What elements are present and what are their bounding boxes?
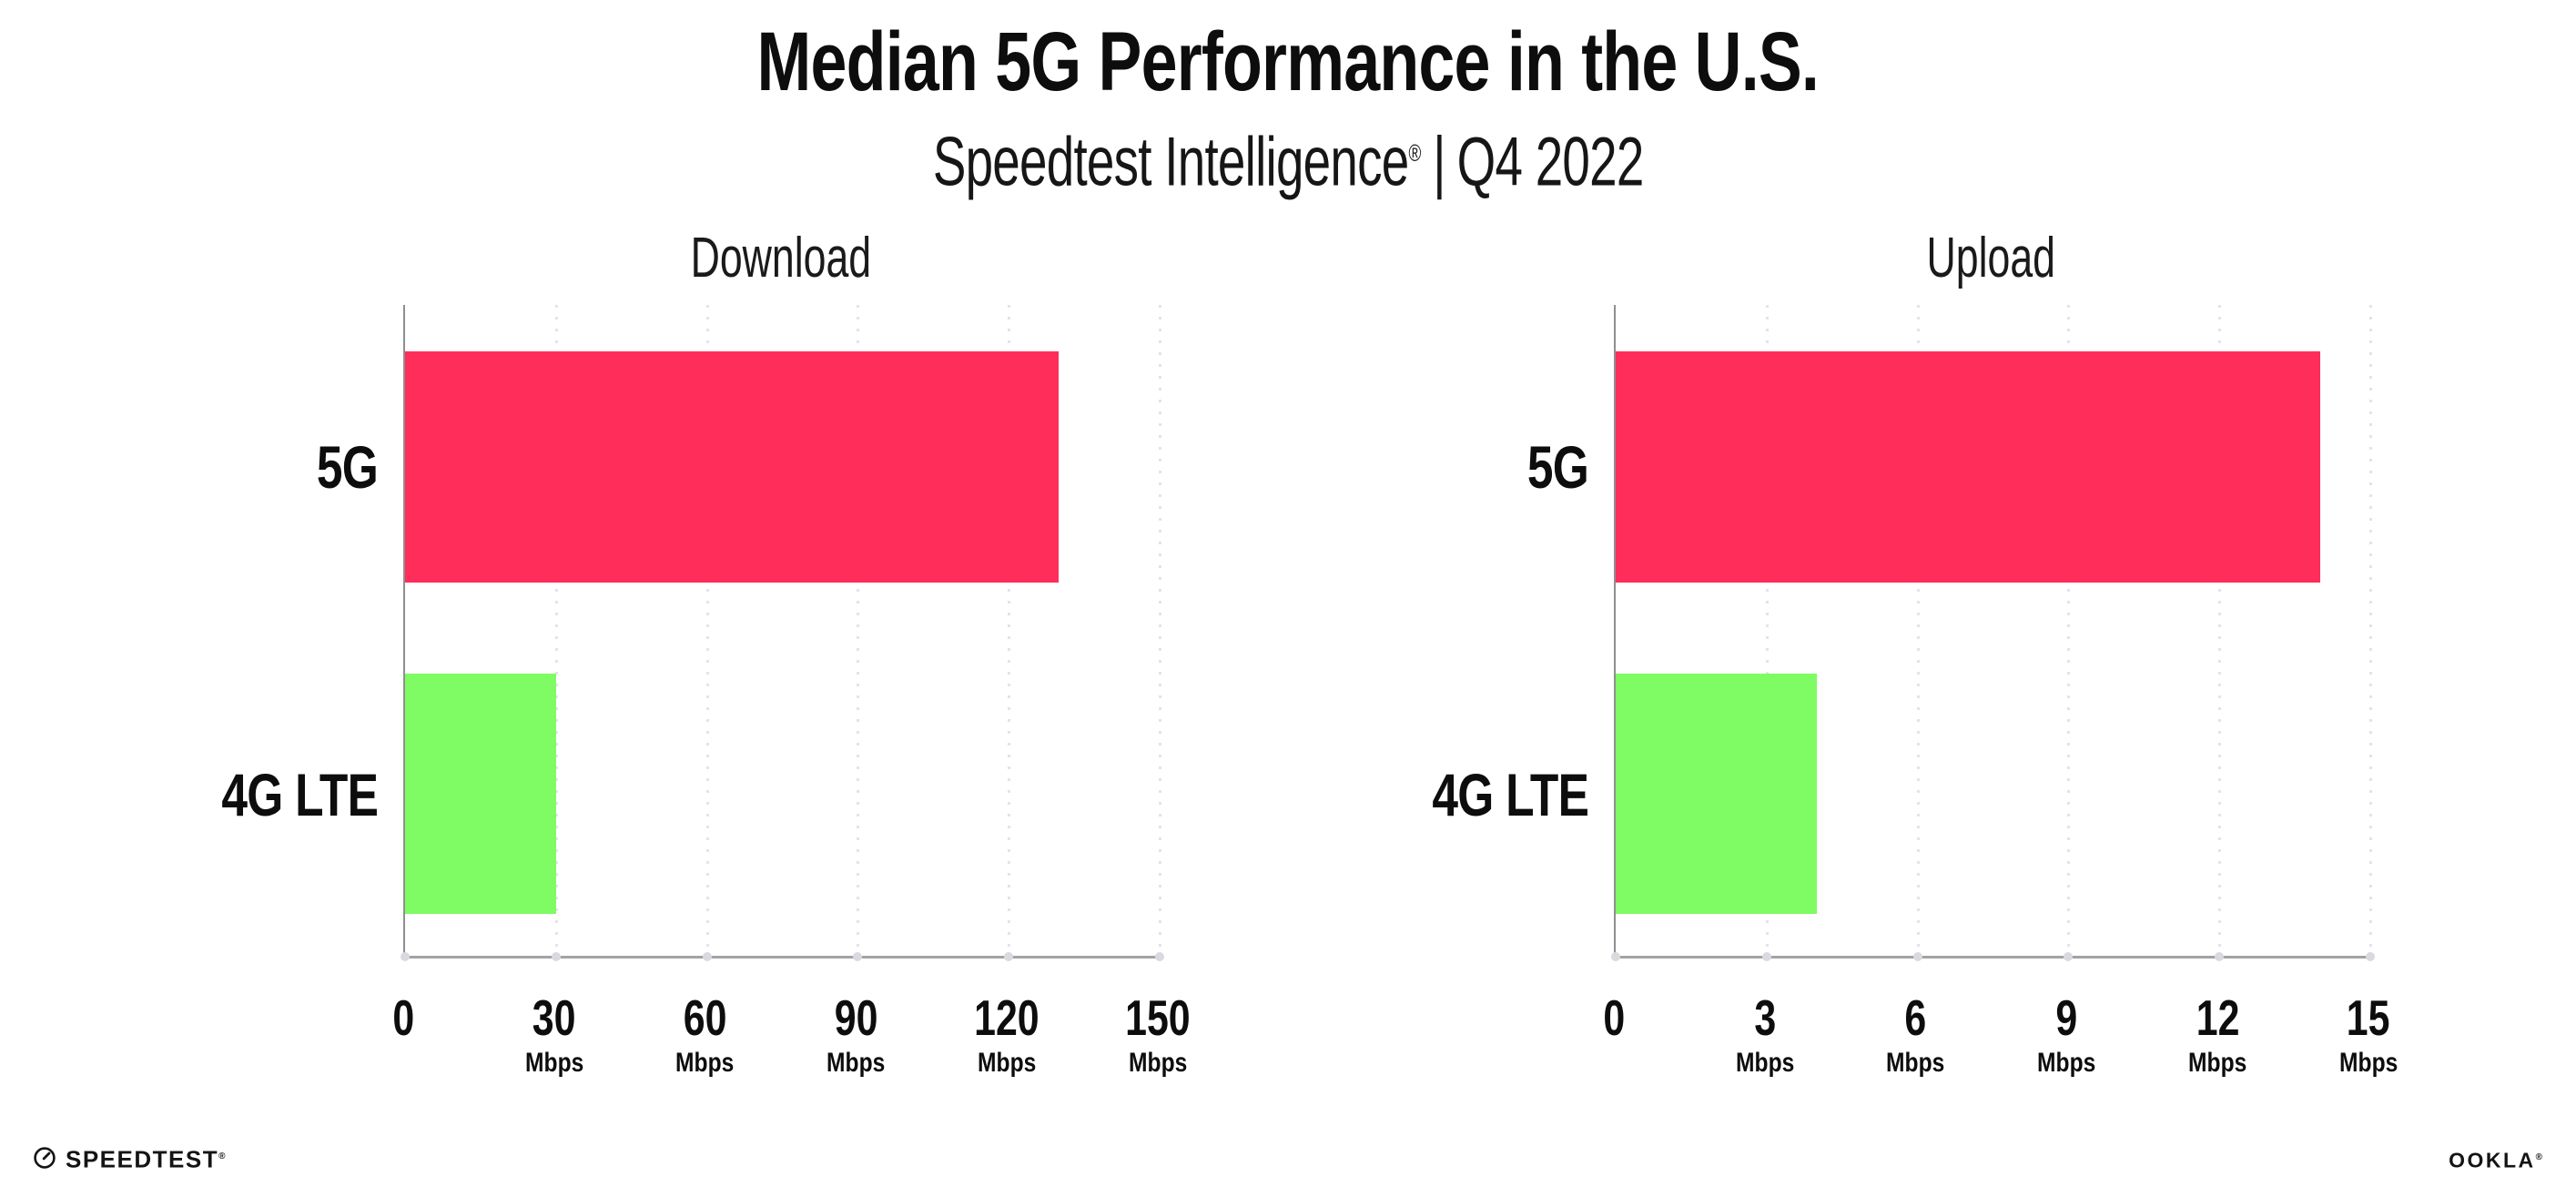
subtitle-brand: Speedtest Intelligence <box>932 123 1409 201</box>
x-tick-60: 60 Mbps <box>637 992 774 1078</box>
x-tick-label: 150 <box>1125 989 1191 1046</box>
chart-download: Download 5G 4G LTE 0 30 Mbps 60 Mbps 90 Mbps 120… <box>127 223 1191 1097</box>
x-gridline-30 <box>554 305 558 956</box>
bar-5g <box>1616 350 2320 583</box>
x-gridline-15 <box>2369 305 2372 956</box>
subtitle-period: Q4 2022 <box>1456 123 1644 201</box>
page-title: Median 5G Performance in the U.S. <box>0 13 2576 111</box>
x-tick-label: 30 <box>532 989 576 1046</box>
x-tick-unit: Mbps <box>675 1048 735 1078</box>
x-tick-15: 15 Mbps <box>2300 992 2437 1078</box>
page-subtitle: Speedtest Intelligence® | Q4 2022 <box>0 113 2576 202</box>
category-label-4g-lte: 4G LTE <box>1432 761 1588 828</box>
x-tick-unit: Mbps <box>2188 1048 2247 1078</box>
x-tick-label: 15 <box>2347 989 2390 1046</box>
x-axis-tick-dot <box>2366 952 2375 961</box>
category-label-5g: 5G <box>316 433 379 501</box>
x-axis-tick-dot <box>2215 952 2225 961</box>
x-tick-150: 150 Mbps <box>1090 992 1226 1078</box>
ookla-logo: OOKLA® <box>2449 1146 2542 1172</box>
x-tick-90: 90 Mbps <box>787 992 924 1078</box>
bar-4g-lte <box>1616 673 1818 915</box>
x-gridline-3 <box>1765 305 1769 956</box>
ookla-wordmark: OOKLA <box>2449 1148 2536 1172</box>
x-gridline-9 <box>2067 305 2071 956</box>
header: Median 5G Performance in the U.S. Speedt… <box>0 13 2576 202</box>
x-tick-120: 120 Mbps <box>938 992 1075 1078</box>
x-axis-tick-dot <box>1004 952 1014 961</box>
x-axis-tick-dot <box>401 952 410 961</box>
x-tick-9: 9 Mbps <box>1998 992 2135 1078</box>
x-tick-label: 9 <box>2055 989 2078 1046</box>
x-tick-unit: Mbps <box>1735 1048 1794 1078</box>
x-gridline-120 <box>1008 305 1011 956</box>
registered-mark-icon: ® <box>2535 1151 2542 1162</box>
speedtest-wordmark: SPEEDTEST <box>66 1145 219 1173</box>
category-axis: 5G 4G LTE <box>127 223 378 1097</box>
bar-4g-lte <box>405 673 556 915</box>
x-axis-ticks: 0 3 Mbps 6 Mbps 9 Mbps 12 Mbps 15 Mbps <box>1338 992 2398 1097</box>
x-tick-3: 3 Mbps <box>1697 992 1833 1078</box>
x-tick-unit: Mbps <box>1886 1048 1945 1078</box>
chart-title-text: Download <box>690 227 871 289</box>
page-subtitle-text: Speedtest Intelligence® | Q4 2022 <box>933 113 1644 202</box>
x-tick-label: 120 <box>974 989 1040 1046</box>
x-axis-tick-dot <box>1611 952 1620 961</box>
category-label-4g-lte: 4G LTE <box>221 761 378 828</box>
category-axis: 5G 4G LTE <box>1338 223 1588 1097</box>
x-axis-ticks: 0 30 Mbps 60 Mbps 90 Mbps 120 Mbps 150 Mbps <box>127 992 1191 1097</box>
x-tick-unit: Mbps <box>2338 1048 2399 1078</box>
speedtest-logo-text: SPEEDTEST® <box>66 1142 225 1174</box>
x-tick-unit: Mbps <box>1128 1048 1188 1078</box>
x-tick-6: 6 Mbps <box>1848 992 1984 1078</box>
x-axis-tick-dot <box>2064 952 2074 961</box>
registered-mark-icon: ® <box>1408 139 1422 167</box>
x-tick-label: 3 <box>1753 989 1776 1046</box>
x-tick-label: 0 <box>1603 989 1625 1046</box>
speedtest-logo: SPEEDTEST® <box>33 1143 225 1172</box>
chart-title-text: Upload <box>1926 227 2056 289</box>
x-axis-tick-dot <box>1761 952 1771 961</box>
x-tick-label: 12 <box>2196 989 2240 1046</box>
x-tick-0: 0 <box>1546 992 1682 1043</box>
x-axis-tick-dot <box>702 952 712 961</box>
page-title-text: Median 5G Performance in the U.S. <box>756 15 1820 108</box>
bar-5g <box>405 350 1060 583</box>
plot-area <box>401 305 1164 961</box>
x-tick-label: 0 <box>392 989 414 1046</box>
x-tick-30: 30 Mbps <box>486 992 623 1078</box>
speedtest-gauge-icon <box>34 1147 56 1169</box>
x-tick-unit: Mbps <box>978 1048 1037 1078</box>
subtitle-separator: | <box>1433 123 1445 201</box>
x-tick-unit: Mbps <box>2037 1048 2096 1078</box>
registered-mark-icon: ® <box>218 1151 226 1161</box>
x-gridline-6 <box>1916 305 1920 956</box>
chart-title-upload: Upload <box>1614 223 2368 296</box>
x-tick-0: 0 <box>335 992 472 1043</box>
ookla-logo-text: OOKLA® <box>2449 1146 2542 1172</box>
category-label-5g: 5G <box>1526 433 1589 501</box>
x-tick-label: 60 <box>683 989 727 1046</box>
x-axis-tick-dot <box>1912 952 1922 961</box>
x-tick-label: 6 <box>1904 989 1927 1046</box>
x-axis-tick-dot <box>853 952 863 961</box>
x-gridline-90 <box>857 305 860 956</box>
x-tick-label: 90 <box>834 989 878 1046</box>
x-tick-12: 12 Mbps <box>2149 992 2286 1078</box>
chart-title-download: Download <box>403 223 1158 296</box>
x-axis-tick-dot <box>551 952 561 961</box>
x-tick-unit: Mbps <box>524 1048 583 1078</box>
plot-area <box>1611 305 2375 961</box>
chart-upload: Upload 5G 4G LTE 0 3 Mbps 6 Mbps 9 Mbps 12 Mbps 15… <box>1338 223 2398 1097</box>
x-gridline-150 <box>1159 305 1161 956</box>
x-gridline-60 <box>705 305 709 956</box>
x-axis-tick-dot <box>1155 952 1164 961</box>
x-gridline-12 <box>2218 305 2222 956</box>
x-tick-unit: Mbps <box>827 1048 886 1078</box>
